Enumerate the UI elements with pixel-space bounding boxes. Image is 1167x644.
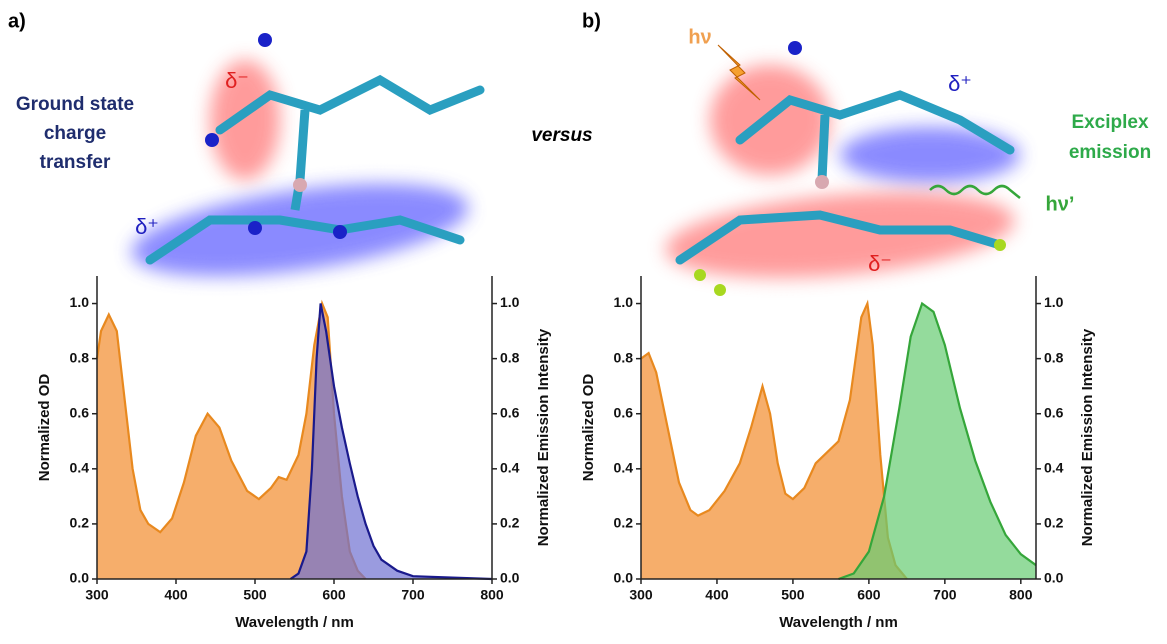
x-tick-label: 400 xyxy=(164,587,188,603)
x-axis-label: Wavelength / nm xyxy=(235,614,354,631)
y-tick-label: 0.2 xyxy=(500,515,520,531)
y-tick-label: 0.2 xyxy=(1044,515,1064,531)
caption-line: Ground state xyxy=(16,94,134,115)
y-tick-label: 0.8 xyxy=(500,349,520,365)
x-tick-label: 300 xyxy=(629,587,653,603)
x-tick-label: 500 xyxy=(243,587,267,603)
caption-line: charge xyxy=(44,123,106,144)
x-tick-label: 400 xyxy=(705,587,729,603)
y-tick-label: 0.8 xyxy=(614,349,634,365)
caption-line: Exciplex xyxy=(1071,112,1149,133)
x-tick-label: 700 xyxy=(933,587,957,603)
photon-label: hν xyxy=(688,26,711,48)
x-tick-label: 800 xyxy=(480,587,504,603)
photon-label: hν’ xyxy=(1046,193,1075,215)
y-tick-label: 0.2 xyxy=(70,515,90,531)
y-tick-label: 0.0 xyxy=(70,570,90,586)
y-tick-label: 0.8 xyxy=(70,349,90,365)
caption-line: emission xyxy=(1069,142,1151,163)
area-line xyxy=(289,303,493,581)
versus-label: versus xyxy=(531,125,592,146)
caption-line: transfer xyxy=(40,152,111,173)
y-tick-label: 0.8 xyxy=(1044,349,1064,365)
y-tick-label: 1.0 xyxy=(500,294,520,310)
y-tick-label: 1.0 xyxy=(614,294,634,310)
panel-label: a) xyxy=(8,10,26,32)
y-tick-label: 0.4 xyxy=(500,460,520,476)
y-tick-label: 0.6 xyxy=(1044,404,1064,420)
charge-label: δ⁻ xyxy=(225,68,249,93)
x-tick-label: 700 xyxy=(401,587,425,603)
area-line xyxy=(95,299,367,580)
molecule-b xyxy=(665,41,1021,296)
y-tick-label: 0.4 xyxy=(614,460,634,476)
y-axis-label: Normalized OD xyxy=(36,374,53,482)
x-tick-label: 800 xyxy=(1009,587,1033,603)
y-tick-label: 0.6 xyxy=(70,404,90,420)
charge-label: δ⁻ xyxy=(868,251,892,276)
y-tick-label: 1.0 xyxy=(1044,294,1064,310)
y-tick-label: 0.0 xyxy=(1044,570,1064,586)
y2-axis-label: Normalized Emission Intensity xyxy=(1079,328,1096,546)
area-fill xyxy=(290,303,492,579)
y-tick-label: 0.4 xyxy=(1044,460,1064,476)
charge-label: δ⁺ xyxy=(948,71,972,96)
y-tick-label: 0.2 xyxy=(614,515,634,531)
y-tick-label: 0.6 xyxy=(614,404,634,420)
area-fill xyxy=(97,303,366,579)
y-tick-label: 0.4 xyxy=(70,460,90,476)
x-tick-label: 300 xyxy=(85,587,109,603)
molecule-a xyxy=(131,33,485,277)
y-tick-label: 1.0 xyxy=(70,294,90,310)
y2-axis-label: Normalized Emission Intensity xyxy=(535,328,552,546)
panel-label: b) xyxy=(582,10,601,32)
y-tick-label: 0.0 xyxy=(500,570,520,586)
x-tick-label: 500 xyxy=(781,587,805,603)
y-tick-label: 0.0 xyxy=(614,570,634,586)
x-tick-label: 600 xyxy=(857,587,881,603)
charge-label: δ⁺ xyxy=(135,214,159,239)
y-tick-label: 0.6 xyxy=(500,404,520,420)
x-axis-label: Wavelength / nm xyxy=(779,614,898,631)
y-axis-label: Normalized OD xyxy=(580,374,597,482)
area-fill xyxy=(838,303,1036,579)
area-line xyxy=(838,301,1037,581)
x-tick-label: 600 xyxy=(322,587,346,603)
area-line xyxy=(640,299,908,580)
